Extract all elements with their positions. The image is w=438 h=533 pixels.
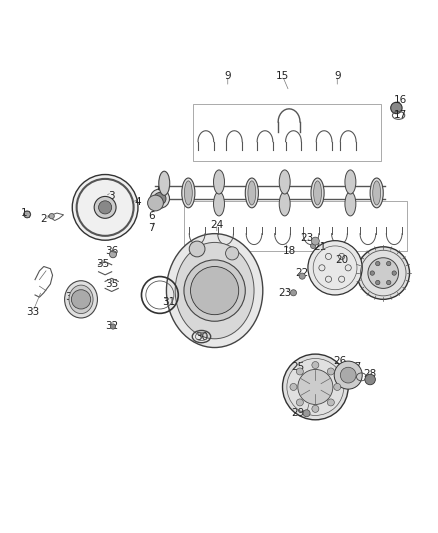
Text: 33: 33	[26, 308, 39, 318]
Ellipse shape	[184, 181, 192, 205]
Circle shape	[312, 405, 319, 413]
Circle shape	[299, 273, 305, 279]
Text: 9: 9	[224, 71, 231, 81]
Ellipse shape	[370, 178, 383, 208]
Text: 34: 34	[66, 292, 79, 302]
Circle shape	[308, 241, 362, 295]
Circle shape	[365, 374, 375, 385]
Circle shape	[148, 195, 163, 211]
Circle shape	[368, 258, 399, 288]
Circle shape	[290, 383, 297, 391]
Ellipse shape	[314, 181, 321, 205]
Ellipse shape	[69, 285, 93, 313]
Text: 8: 8	[159, 174, 166, 184]
Text: 28: 28	[364, 369, 377, 379]
Circle shape	[303, 410, 310, 417]
Circle shape	[386, 261, 391, 266]
Circle shape	[340, 367, 356, 383]
Ellipse shape	[159, 171, 170, 195]
Ellipse shape	[245, 178, 258, 208]
Text: 15: 15	[276, 71, 289, 81]
Text: 17: 17	[394, 110, 407, 120]
Text: 24: 24	[210, 220, 223, 230]
Circle shape	[357, 247, 410, 300]
Text: 6: 6	[148, 211, 155, 221]
Ellipse shape	[248, 181, 256, 205]
Text: 4: 4	[134, 197, 141, 207]
Circle shape	[311, 243, 316, 248]
Ellipse shape	[175, 243, 254, 339]
Circle shape	[226, 247, 239, 260]
Circle shape	[327, 368, 334, 375]
Text: 27: 27	[348, 362, 361, 372]
Circle shape	[189, 241, 205, 257]
Text: 1: 1	[21, 208, 28, 218]
Circle shape	[283, 354, 348, 420]
Circle shape	[298, 369, 333, 405]
Text: 23: 23	[300, 233, 313, 243]
Circle shape	[110, 251, 117, 258]
Bar	[193, 104, 381, 161]
Text: 3: 3	[108, 190, 115, 200]
Ellipse shape	[279, 170, 290, 194]
Text: 29: 29	[291, 408, 304, 418]
Circle shape	[154, 192, 166, 205]
Text: 23: 23	[278, 288, 291, 298]
Ellipse shape	[345, 192, 356, 216]
Ellipse shape	[65, 281, 97, 318]
Circle shape	[99, 201, 112, 214]
Text: 36: 36	[105, 246, 118, 256]
Text: 35: 35	[105, 279, 118, 289]
Text: 2: 2	[40, 214, 47, 224]
Circle shape	[334, 361, 362, 389]
Ellipse shape	[166, 233, 263, 348]
Text: 31: 31	[162, 296, 175, 306]
Circle shape	[49, 214, 54, 219]
Text: 30: 30	[195, 332, 208, 342]
Text: 5: 5	[156, 186, 163, 196]
Bar	[184, 201, 407, 251]
Circle shape	[290, 290, 297, 296]
Circle shape	[71, 290, 91, 309]
Text: 25: 25	[291, 362, 304, 372]
Ellipse shape	[214, 170, 224, 194]
Circle shape	[386, 280, 391, 285]
Ellipse shape	[311, 178, 324, 208]
Circle shape	[72, 174, 138, 240]
Circle shape	[376, 261, 380, 266]
Ellipse shape	[279, 192, 290, 216]
Circle shape	[392, 271, 396, 275]
Text: 26: 26	[333, 356, 346, 366]
Ellipse shape	[373, 181, 381, 205]
Circle shape	[370, 271, 374, 275]
Text: 22: 22	[296, 268, 309, 278]
Text: 21: 21	[313, 242, 326, 252]
Ellipse shape	[214, 192, 224, 216]
Circle shape	[184, 260, 245, 321]
Circle shape	[334, 383, 341, 391]
Circle shape	[297, 399, 304, 406]
Text: 35: 35	[96, 260, 110, 269]
Text: 18: 18	[283, 246, 296, 256]
Text: 19: 19	[372, 266, 385, 276]
Circle shape	[94, 197, 116, 219]
Circle shape	[191, 266, 239, 314]
Text: 7: 7	[148, 223, 155, 233]
Text: 9: 9	[334, 71, 341, 81]
Circle shape	[312, 361, 319, 368]
Circle shape	[110, 324, 116, 329]
Text: 32: 32	[105, 321, 118, 330]
Circle shape	[391, 102, 402, 114]
Circle shape	[150, 189, 170, 208]
Ellipse shape	[182, 178, 195, 208]
Circle shape	[297, 368, 304, 375]
Circle shape	[376, 280, 380, 285]
Ellipse shape	[345, 170, 356, 194]
Circle shape	[311, 237, 319, 245]
Text: 16: 16	[394, 95, 407, 105]
Circle shape	[24, 211, 31, 218]
Circle shape	[327, 399, 334, 406]
Text: 20: 20	[335, 255, 348, 265]
